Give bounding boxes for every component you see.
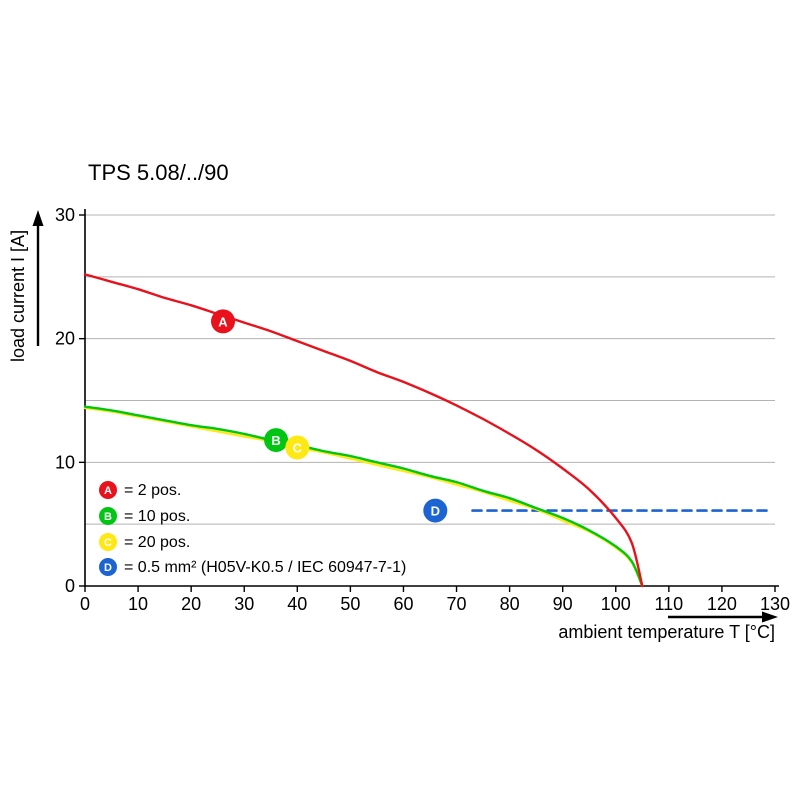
x-tick-label-110: 110 (654, 594, 683, 614)
x-axis-arrow-head-icon (762, 611, 778, 623)
legend-D-circle (99, 558, 117, 576)
legend-A-letter: A (104, 485, 112, 497)
x-tick-label-90: 90 (553, 594, 573, 614)
marker-A-letter: A (218, 314, 228, 329)
curve-A (83, 273, 644, 588)
legend-C-circle (99, 533, 117, 551)
marker-C-circle (285, 435, 310, 460)
legend-A-circle (99, 481, 117, 499)
x-tick-label-10: 10 (128, 594, 148, 614)
x-tick-label-20: 20 (181, 594, 201, 614)
legend-A-label: = 2 pos. (124, 482, 181, 499)
chart-title: TPS 5.08/../90 (88, 160, 229, 185)
x-tick-label-40: 40 (287, 594, 307, 614)
x-tick-label-50: 50 (340, 594, 360, 614)
x-tick-label-130: 130 (760, 594, 790, 614)
legend-D-label: = 0.5 mm² (H05V-K0.5 / IEC 60947-7-1) (124, 559, 406, 576)
legend-C-label: = 20 pos. (124, 534, 190, 551)
y-tick-label-10: 10 (55, 452, 75, 472)
marker-B-letter: B (271, 433, 280, 448)
x-tick-label-80: 80 (500, 594, 520, 614)
x-tick-label-60: 60 (393, 594, 413, 614)
y-tick-label-30: 30 (55, 205, 75, 225)
x-tick-label-100: 100 (601, 594, 631, 614)
marker-A-circle (211, 309, 235, 334)
y-tick-label-20: 20 (55, 329, 75, 349)
marker-D-circle (423, 498, 448, 523)
legend-B-label: = 10 pos. (124, 508, 190, 525)
marker-B-circle (264, 428, 289, 453)
x-tick-label-30: 30 (234, 594, 254, 614)
y-axis-arrow-head-icon (32, 210, 44, 226)
x-tick-label-0: 0 (80, 594, 90, 614)
curve-B (83, 405, 644, 588)
x-tick-label-120: 120 (707, 594, 737, 614)
x-tick-label-70: 70 (447, 594, 467, 614)
legend-B-circle (99, 507, 117, 525)
marker-C-letter: C (293, 440, 303, 455)
y-tick-label-0: 0 (65, 576, 75, 596)
legend-C-letter: C (104, 537, 112, 549)
marker-D-letter: D (431, 504, 440, 519)
x-axis-label: ambient temperature T [°C] (558, 622, 775, 642)
legend-D-letter: D (104, 562, 112, 574)
legend-B-letter: B (104, 511, 112, 523)
